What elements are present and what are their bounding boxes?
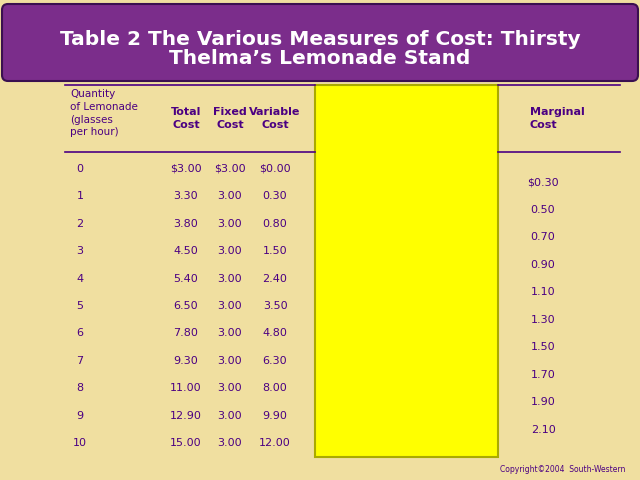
Text: 5.40: 5.40 [173, 274, 198, 284]
Text: 7: 7 [76, 356, 84, 366]
Text: Marginal
Cost: Marginal Cost [530, 108, 585, 130]
Text: 11.00: 11.00 [170, 384, 202, 394]
Text: 3.00: 3.00 [218, 191, 243, 201]
Text: 3.80: 3.80 [173, 218, 198, 228]
Text: 3.00: 3.00 [218, 384, 243, 394]
Text: 1.10: 1.10 [531, 287, 556, 297]
Text: 5: 5 [77, 301, 83, 311]
Text: 0: 0 [77, 164, 83, 174]
Text: Copyright©2004  South-Western: Copyright©2004 South-Western [500, 465, 625, 474]
Text: Variable
Cost: Variable Cost [250, 108, 301, 130]
Text: 3: 3 [77, 246, 83, 256]
Text: Total
Cost: Total Cost [171, 108, 201, 130]
Text: 0.70: 0.70 [531, 232, 556, 242]
Text: 1.70: 1.70 [531, 370, 556, 380]
Text: 3.30: 3.30 [173, 191, 198, 201]
Text: 6.30: 6.30 [262, 356, 287, 366]
Text: 1.30: 1.30 [531, 315, 556, 325]
Text: 12.00: 12.00 [259, 438, 291, 448]
Text: 9.30: 9.30 [173, 356, 198, 366]
Text: 3.00: 3.00 [218, 356, 243, 366]
Text: 3.00: 3.00 [218, 246, 243, 256]
Text: Quantity
of Lemonade
(glasses
per hour): Quantity of Lemonade (glasses per hour) [70, 89, 138, 137]
Text: 3.00: 3.00 [218, 438, 243, 448]
Text: 3.50: 3.50 [262, 301, 287, 311]
FancyBboxPatch shape [2, 4, 638, 81]
Bar [315, 85, 498, 457]
Text: $0.00: $0.00 [259, 164, 291, 174]
Text: 0.80: 0.80 [262, 218, 287, 228]
Text: 4: 4 [76, 274, 84, 284]
Text: 6.50: 6.50 [173, 301, 198, 311]
Text: 1.50: 1.50 [262, 246, 287, 256]
Text: Fixed
Cost: Fixed Cost [213, 108, 247, 130]
Text: 4.50: 4.50 [173, 246, 198, 256]
Text: 8: 8 [76, 384, 84, 394]
Text: 0.30: 0.30 [262, 191, 287, 201]
Text: 6: 6 [77, 328, 83, 338]
Text: 1: 1 [77, 191, 83, 201]
Text: 8.00: 8.00 [262, 384, 287, 394]
Text: 7.80: 7.80 [173, 328, 198, 338]
Text: $0.30: $0.30 [527, 178, 559, 188]
Text: Thelma’s Lemonade Stand: Thelma’s Lemonade Stand [170, 49, 470, 68]
Text: 1.50: 1.50 [531, 342, 556, 352]
Text: 2.10: 2.10 [531, 424, 556, 434]
Text: 3.00: 3.00 [218, 328, 243, 338]
Text: 15.00: 15.00 [170, 438, 202, 448]
Text: 12.90: 12.90 [170, 411, 202, 421]
Text: 2.40: 2.40 [262, 274, 287, 284]
Text: $3.00: $3.00 [214, 164, 246, 174]
Text: 3.00: 3.00 [218, 411, 243, 421]
Text: 0.50: 0.50 [531, 205, 556, 215]
Text: 9.90: 9.90 [262, 411, 287, 421]
Text: 9: 9 [76, 411, 84, 421]
Text: $3.00: $3.00 [170, 164, 202, 174]
Text: 2: 2 [76, 218, 84, 228]
Text: 4.80: 4.80 [262, 328, 287, 338]
Text: 10: 10 [73, 438, 87, 448]
Text: 1.90: 1.90 [531, 397, 556, 407]
Text: Table 2 The Various Measures of Cost: Thirsty: Table 2 The Various Measures of Cost: Th… [60, 30, 580, 49]
Text: 3.00: 3.00 [218, 274, 243, 284]
Text: 3.00: 3.00 [218, 218, 243, 228]
Text: 3.00: 3.00 [218, 301, 243, 311]
Text: 0.90: 0.90 [531, 260, 556, 270]
